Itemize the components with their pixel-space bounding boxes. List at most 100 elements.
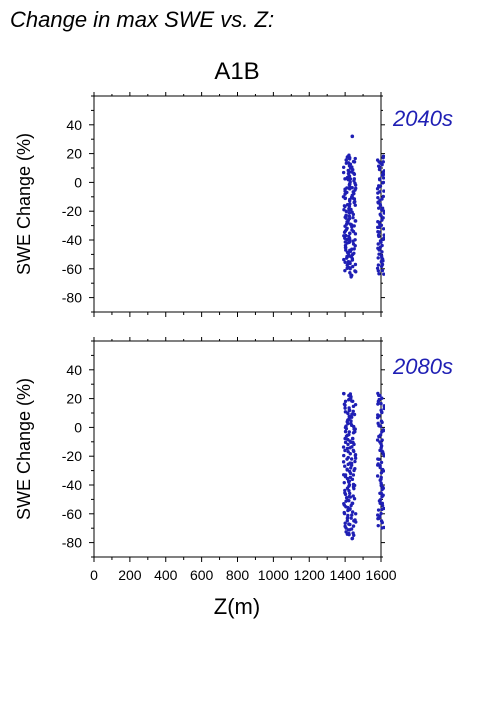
data-point — [351, 531, 355, 535]
data-point — [376, 513, 380, 517]
data-point — [382, 169, 385, 173]
data-point — [353, 219, 357, 223]
x-tick-label: 1000 — [258, 567, 289, 583]
data-point — [343, 448, 347, 453]
x-tick-label: 1200 — [294, 567, 325, 583]
data-point — [376, 457, 380, 461]
data-point — [381, 194, 385, 199]
data-point — [348, 507, 352, 511]
data-point — [348, 471, 353, 476]
y-tick-label: -80 — [62, 290, 82, 306]
data-point — [341, 165, 346, 169]
y-tick-label: -40 — [62, 232, 82, 248]
data-point — [380, 262, 385, 267]
data-point — [344, 213, 348, 217]
data-point — [348, 475, 353, 480]
y-axis-label: SWE Change (%) — [14, 133, 34, 275]
data-point — [344, 496, 349, 500]
data-point — [375, 438, 380, 442]
data-point — [350, 536, 355, 541]
data-point — [345, 250, 350, 255]
data-point — [353, 156, 357, 161]
data-point — [345, 519, 349, 523]
data-point — [376, 164, 381, 168]
data-point — [350, 501, 354, 506]
plot-frame — [93, 340, 382, 558]
data-point — [348, 495, 352, 499]
data-point — [353, 199, 357, 204]
data-point — [347, 430, 352, 434]
data-point — [343, 488, 347, 493]
y-tick-label: 20 — [66, 391, 82, 407]
x-tick-label: 800 — [226, 567, 250, 583]
data-point — [379, 511, 383, 516]
data-point — [352, 251, 356, 255]
data-point — [345, 186, 349, 190]
data-point — [376, 256, 380, 260]
data-point — [352, 412, 357, 417]
data-point — [350, 415, 354, 419]
data-point — [348, 266, 352, 270]
data-point — [349, 516, 353, 520]
data-point — [343, 464, 347, 468]
data-point — [349, 527, 354, 531]
data-point — [353, 232, 358, 236]
data-point — [348, 260, 352, 264]
data-point — [341, 445, 346, 449]
data-point — [378, 440, 382, 444]
data-point — [351, 215, 355, 220]
data-point — [377, 177, 382, 181]
y-tick-label: -60 — [62, 261, 82, 277]
data-point — [352, 427, 356, 431]
y-tick-label: 0 — [74, 419, 82, 435]
data-point — [353, 203, 357, 207]
data-point — [377, 397, 381, 402]
y-tick-label: -20 — [62, 448, 82, 464]
data-point — [351, 242, 356, 246]
data-point — [350, 436, 355, 441]
data-point — [343, 399, 348, 404]
data-point — [379, 401, 383, 406]
data-point — [348, 162, 353, 166]
data-point — [352, 177, 357, 181]
data-point — [343, 491, 347, 495]
data-point — [347, 498, 351, 503]
data-point — [341, 391, 346, 396]
data-point — [349, 440, 353, 444]
data-point — [377, 230, 382, 234]
data-point — [345, 226, 349, 230]
data-point — [350, 228, 354, 232]
data-point — [376, 233, 381, 237]
x-tick-label: 1600 — [365, 567, 396, 583]
data-point — [345, 446, 350, 451]
data-point — [343, 473, 348, 477]
data-point — [346, 168, 350, 173]
data-point — [349, 457, 354, 461]
data-point — [382, 233, 385, 237]
data-point — [351, 264, 355, 269]
data-point — [351, 494, 355, 498]
data-point — [351, 448, 356, 453]
data-point — [376, 263, 381, 267]
data-point — [353, 518, 357, 522]
data-point — [380, 197, 384, 201]
data-point — [342, 453, 346, 458]
data-point — [351, 482, 356, 487]
data-point — [347, 153, 351, 157]
data-point — [343, 268, 347, 273]
data-point — [342, 501, 346, 506]
data-point — [346, 437, 350, 442]
data-point — [378, 212, 382, 217]
data-point — [380, 438, 384, 442]
data-point — [342, 204, 347, 208]
panel-2040s: -80 -60 -40 -20 0 20 40 SWE Change (%) 2040s — [14, 92, 453, 317]
data-point — [353, 238, 357, 242]
data-point — [343, 524, 347, 529]
y-tick-label: -20 — [62, 203, 82, 219]
y-tick-label: 40 — [66, 117, 82, 133]
data-point — [350, 445, 354, 449]
data-point — [343, 440, 348, 445]
data-point — [342, 208, 346, 212]
data-point — [349, 421, 353, 426]
data-point — [345, 467, 349, 471]
